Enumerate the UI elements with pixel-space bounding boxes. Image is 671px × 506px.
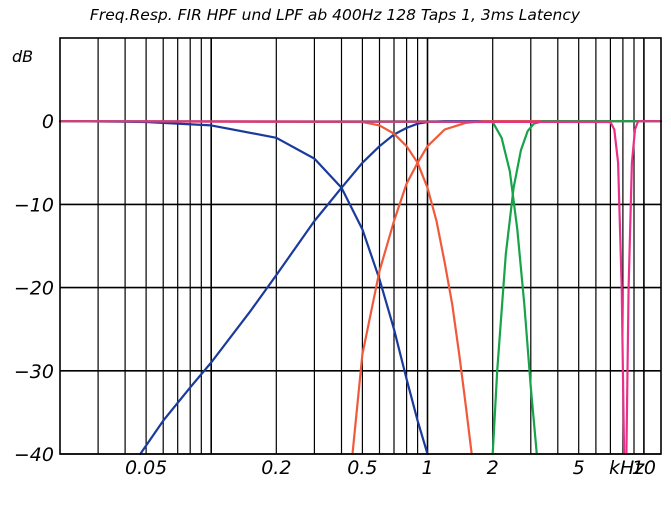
y-tick-label: −40 [14, 444, 54, 466]
chart-title: Freq.Resp. FIR HPF und LPF ab 400Hz 128 … [90, 6, 581, 24]
grid-lines [60, 38, 661, 454]
x-tick-label: 0.2 [261, 457, 291, 479]
plot-frame [60, 38, 661, 454]
y-tick-label: −10 [14, 194, 54, 216]
y-axis-unit-label: dB [12, 47, 33, 66]
x-axis-unit-label: kHz [609, 457, 645, 479]
y-tick-label: −20 [14, 278, 54, 300]
x-tick-label: 0.5 [347, 457, 377, 479]
x-tick-label: 0.05 [125, 457, 167, 479]
x-tick-label: 1 [421, 457, 433, 479]
y-tick-labels: 0 −10 −20 −30 −40 [14, 111, 54, 466]
y-tick-label: 0 [42, 111, 54, 133]
y-tick-label: −30 [14, 361, 54, 383]
x-tick-labels: 0.05 0.2 0.5 1 2 5 10 [125, 457, 656, 479]
x-tick-label: 2 [487, 457, 499, 479]
x-tick-label: 5 [573, 457, 585, 479]
